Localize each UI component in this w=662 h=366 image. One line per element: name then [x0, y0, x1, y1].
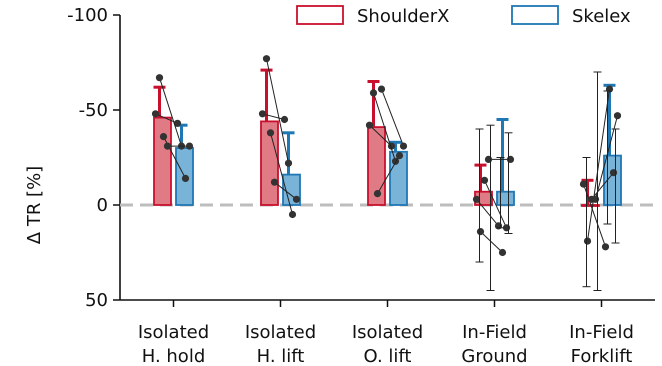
- data-point-shoulderx: [155, 74, 164, 82]
- subject-line: [377, 155, 400, 194]
- data-point-shoulderx: [583, 237, 592, 245]
- subject-line: [587, 89, 610, 242]
- y-tick-label: 0: [97, 195, 108, 216]
- category-label: Isolated: [245, 322, 316, 343]
- category-label: In-Field: [569, 322, 634, 343]
- legend: ShoulderX Skelex: [296, 5, 631, 27]
- y-tick-label: -100: [67, 5, 108, 26]
- subject-line: [266, 58, 289, 164]
- data-point-shoulderx: [480, 176, 489, 184]
- data-point-skelex: [288, 210, 297, 219]
- bar-shoulderx: [367, 126, 386, 206]
- data-point-shoulderx: [591, 195, 600, 203]
- data-point-skelex: [292, 195, 301, 203]
- category-label: H. lift: [257, 346, 305, 366]
- data-point-skelex: [494, 222, 503, 230]
- data-point-shoulderx: [484, 155, 493, 163]
- data-point-skelex: [181, 174, 190, 182]
- data-point-skelex: [173, 119, 182, 127]
- subject-line: [262, 113, 285, 120]
- data-point-shoulderx: [163, 142, 172, 150]
- data-point-skelex: [280, 115, 289, 124]
- axes: [119, 15, 655, 301]
- category-label: In-Field: [462, 322, 527, 343]
- data-point-shoulderx: [266, 129, 275, 137]
- subject-line: [274, 181, 297, 200]
- subject-line: [373, 92, 396, 162]
- data-point-skelex: [506, 155, 515, 163]
- data-point-skelex: [395, 152, 404, 160]
- bars: [153, 68, 622, 207]
- subject-line: [484, 180, 507, 229]
- data-point-skelex: [498, 248, 507, 257]
- bar-skelex: [496, 190, 515, 206]
- category-labels: Isolated H. hold Isolated H. lift Isolated O.…: [138, 300, 634, 366]
- subject-line: [476, 198, 499, 227]
- subject-line: [159, 77, 182, 147]
- subject-line: [583, 183, 606, 247]
- y-tick-label: 50: [85, 290, 108, 311]
- subject-line: [381, 88, 404, 147]
- data-point-shoulderx: [365, 121, 374, 129]
- data-point-skelex: [613, 112, 622, 120]
- data-point-shoulderx: [262, 55, 271, 63]
- data-point-shoulderx: [579, 180, 588, 188]
- legend-label-shoulderx: ShoulderX: [357, 6, 450, 27]
- data-point-shoulderx: [159, 133, 168, 141]
- legend-label-skelex: Skelex: [572, 6, 631, 27]
- data-point-skelex: [601, 243, 610, 251]
- category-label: Forklift: [571, 346, 633, 366]
- category-label: O. lift: [364, 346, 412, 366]
- subject-line: [591, 172, 614, 200]
- y-ticks: -100 -50 0 50: [67, 5, 120, 311]
- category-label: Isolated: [352, 322, 423, 343]
- bar-skelex: [603, 154, 622, 206]
- subject-line: [369, 124, 392, 147]
- legend-swatch-skelex: [511, 5, 559, 25]
- data-point-shoulderx: [369, 89, 378, 97]
- data-point-skelex: [185, 142, 194, 150]
- data-point-skelex: [605, 85, 614, 93]
- category-label: H. hold: [142, 346, 206, 366]
- legend-swatch-shoulderx: [296, 5, 344, 25]
- data-point-shoulderx: [472, 195, 481, 203]
- data-point-skelex: [284, 159, 293, 167]
- y-axis-label: Δ TR [%]: [24, 166, 45, 244]
- category-label: Isolated: [138, 322, 209, 343]
- subject-line: [595, 115, 618, 200]
- data-point-shoulderx: [151, 110, 160, 118]
- bar-shoulderx: [153, 116, 172, 206]
- category-label: Ground: [461, 346, 527, 366]
- subject-line: [480, 231, 503, 253]
- data-point-skelex: [399, 142, 408, 150]
- y-tick-label: -50: [79, 100, 108, 121]
- data-point-shoulderx: [258, 110, 267, 118]
- data-point-shoulderx: [476, 228, 485, 236]
- subject-line: [270, 132, 293, 215]
- individual-points: [151, 55, 622, 291]
- data-point-skelex: [609, 169, 618, 177]
- data-point-shoulderx: [270, 178, 279, 186]
- data-point-shoulderx: [373, 190, 382, 198]
- data-point-shoulderx: [377, 85, 386, 93]
